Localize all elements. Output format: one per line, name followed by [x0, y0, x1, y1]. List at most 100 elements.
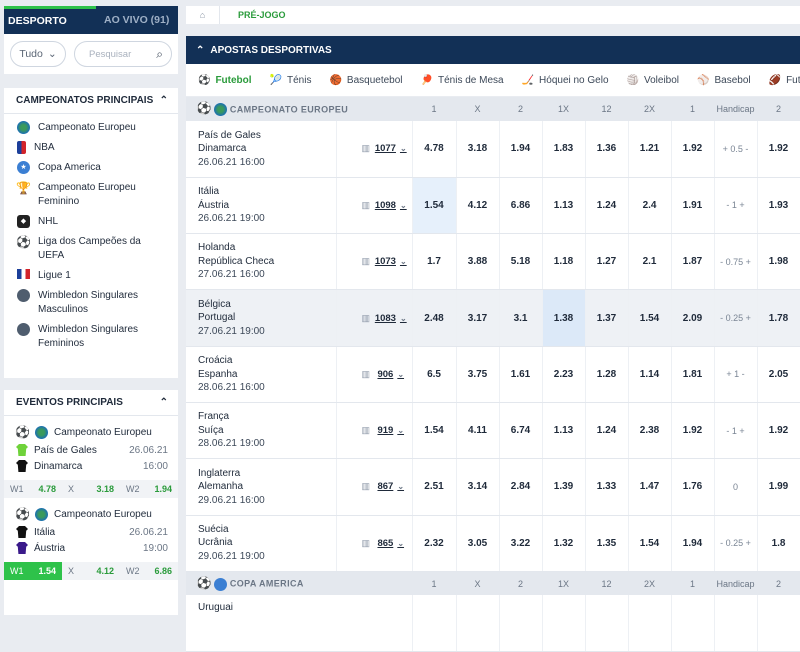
stats-icon[interactable]: ▥	[361, 312, 370, 323]
odd-cell[interactable]: 1.54	[628, 515, 672, 572]
odd-cell[interactable]: 1.93	[757, 177, 800, 235]
match-teams[interactable]: Uruguai	[186, 595, 413, 652]
chevron-down-icon[interactable]: ⌄	[399, 144, 407, 154]
match-teams[interactable]: Itália Áustria 26.06.21 19:00	[186, 177, 337, 235]
odd-cell[interactable]: 1.83	[542, 121, 586, 178]
chevron-down-icon[interactable]: ⌄	[397, 426, 405, 436]
odd-cell[interactable]: 3.88	[456, 233, 500, 291]
odd-cell[interactable]: 2.38	[628, 402, 672, 460]
odd-cell[interactable]: 3.22	[499, 515, 543, 572]
markets-count[interactable]: 865 ⌄	[370, 515, 413, 572]
chevron-down-icon[interactable]: ⌄	[399, 200, 407, 210]
odd-cell[interactable]: 4.12	[456, 177, 500, 235]
odd-cell[interactable]: 1.28	[585, 346, 629, 403]
stats-cell[interactable]: ▥	[336, 289, 370, 347]
odd-cell[interactable]: 4.11	[456, 402, 500, 460]
odd-cell[interactable]: 3.18	[456, 121, 500, 178]
chevron-down-icon[interactable]: ⌄	[397, 538, 405, 548]
markets-count[interactable]: 867 ⌄	[370, 458, 413, 516]
odd-cell[interactable]: 1.35	[585, 515, 629, 572]
match-teams[interactable]: Suécia Ucrânia 29.06.21 19:00	[186, 515, 337, 572]
chevron-down-icon[interactable]: ⌄	[397, 482, 405, 492]
odd-cell[interactable]: 2.23	[542, 346, 586, 403]
sport-tab[interactable]: 🏀 Basquetebol	[329, 75, 402, 86]
stats-icon[interactable]: ▥	[361, 143, 370, 154]
markets-count[interactable]: 1083 ⌄	[370, 289, 413, 347]
odd-cell[interactable]: 1.92	[671, 121, 715, 178]
campeonato-item[interactable]: ◆ NHL	[4, 212, 178, 232]
sport-tab[interactable]: 🏐 Voleibol	[627, 75, 679, 86]
odd-cell[interactable]: 3.17	[456, 289, 500, 347]
match-row[interactable]: Suécia Ucrânia 29.06.21 19:00 ▥ 865 ⌄ 2.32 3.05…	[186, 515, 800, 572]
odd-cell[interactable]: 4.78	[412, 121, 457, 178]
odd-cell[interactable]: 1.39	[542, 458, 586, 516]
match-teams[interactable]: Inglaterra Alemanha 29.06.21 16:00	[186, 458, 337, 516]
markets-count[interactable]: 1077 ⌄	[370, 121, 413, 178]
odd-cell[interactable]: 1.92	[757, 402, 800, 460]
odd-cell[interactable]: 1.98	[757, 233, 800, 291]
odd-cell[interactable]: 1.13	[542, 402, 586, 460]
stats-cell[interactable]: ▥	[336, 458, 370, 516]
sport-tab[interactable]: 🏓 Ténis de Mesa	[421, 75, 504, 86]
stats-cell[interactable]: ▥	[336, 121, 370, 178]
odd-cell[interactable]: 2.32	[412, 515, 457, 572]
odd-cell[interactable]: 1.21	[628, 121, 672, 178]
evento-odd-w2[interactable]: W2 1.94	[120, 480, 178, 498]
odd-cell[interactable]: 1.8	[757, 515, 800, 572]
search-icon[interactable]: ⌕	[156, 46, 163, 61]
match-row[interactable]: Holanda República Checa 27.06.21 16:00 ▥ 107…	[186, 233, 800, 291]
odd-cell[interactable]: 2.51	[412, 458, 457, 516]
chevron-up-icon[interactable]: ⌃	[159, 95, 168, 106]
chevron-up-icon[interactable]: ⌃	[159, 397, 168, 408]
match-row[interactable]: Inglaterra Alemanha 29.06.21 16:00 ▥ 867 ⌄ 2.5…	[186, 458, 800, 516]
odd-cell[interactable]: 6.86	[499, 177, 543, 235]
odd-cell[interactable]: 2.09	[671, 289, 715, 347]
odd-cell[interactable]: 1.94	[671, 515, 715, 572]
odd-cell[interactable]: 1.7	[412, 233, 457, 291]
odd-cell[interactable]: 3.1	[499, 289, 543, 347]
odd-cell[interactable]: 1.78	[757, 289, 800, 347]
stats-cell[interactable]: ▥	[336, 233, 370, 291]
odd-cell[interactable]: 3.05	[456, 515, 500, 572]
odd-cell[interactable]: 2.4	[628, 177, 672, 235]
evento-card[interactable]: ⚽ Campeonato Europeu Itália 26.06.21 Áustria…	[4, 498, 178, 580]
odd-cell[interactable]: 1.32	[542, 515, 586, 572]
odd-cell[interactable]: 2.48	[412, 289, 457, 347]
group-name[interactable]: ⚽ CAMPEONATO EUROPEU	[186, 97, 413, 121]
markets-count[interactable]: 1073 ⌄	[370, 233, 413, 291]
match-row[interactable]: Croácia Espanha 28.06.21 16:00 ▥ 906 ⌄ 6.5 3.75…	[186, 346, 800, 403]
odd-cell[interactable]: 1.94	[499, 121, 543, 178]
tab-desporto[interactable]: DESPORTO (1251)	[4, 6, 96, 52]
odd-cell[interactable]: 1.76	[671, 458, 715, 516]
campeonato-item[interactable]: Wimbledon Singulares Masculinos	[4, 286, 178, 320]
stats-icon[interactable]: ▥	[361, 425, 370, 436]
breadcrumb-pre-jogo[interactable]: PRÉ-JOGO	[238, 10, 286, 20]
match-teams[interactable]: Bélgica Portugal 27.06.21 19:00	[186, 289, 337, 347]
evento-odd-x[interactable]: X 3.18	[62, 480, 120, 498]
campeonatos-header[interactable]: CAMPEONATOS PRINCIPAIS ⌃	[4, 88, 178, 114]
odd-cell[interactable]: 1.47	[628, 458, 672, 516]
chevron-down-icon[interactable]: ⌄	[397, 369, 405, 379]
evento-odd-w1[interactable]: W1 1.54	[4, 562, 62, 580]
evento-odd-w2[interactable]: W2 6.86	[120, 562, 178, 580]
sport-tab[interactable]: ⚽ Futebol	[198, 75, 252, 86]
odd-cell[interactable]: 2.05	[757, 346, 800, 403]
sport-tab[interactable]: 🎾 Ténis	[270, 75, 312, 86]
evento-card[interactable]: ⚽ Campeonato Europeu País de Gales 26.06.21…	[4, 416, 178, 498]
odd-cell[interactable]: 1.92	[757, 121, 800, 178]
chevron-down-icon[interactable]: ⌄	[399, 257, 407, 267]
odd-cell[interactable]: 1.27	[585, 233, 629, 291]
eventos-header[interactable]: EVENTOS PRINCIPAIS ⌃	[4, 390, 178, 416]
odd-cell[interactable]: 1.18	[542, 233, 586, 291]
match-teams[interactable]: Croácia Espanha 28.06.21 16:00	[186, 346, 337, 403]
odd-cell[interactable]: 6.74	[499, 402, 543, 460]
odd-cell[interactable]: 3.75	[456, 346, 500, 403]
search-input[interactable]: Pesquisar ⌕	[74, 41, 172, 67]
stats-icon[interactable]: ▥	[361, 199, 370, 210]
tab-ao-vivo[interactable]: AO VIVO (91)	[104, 14, 170, 26]
filter-select[interactable]: Tudo ⌄	[10, 41, 66, 67]
stats-icon[interactable]: ▥	[361, 256, 370, 267]
odd-cell[interactable]: 1.14	[628, 346, 672, 403]
odd-cell[interactable]: 6.5	[412, 346, 457, 403]
match-row[interactable]: Bélgica Portugal 27.06.21 19:00 ▥ 1083 ⌄ 2.48 3…	[186, 289, 800, 347]
